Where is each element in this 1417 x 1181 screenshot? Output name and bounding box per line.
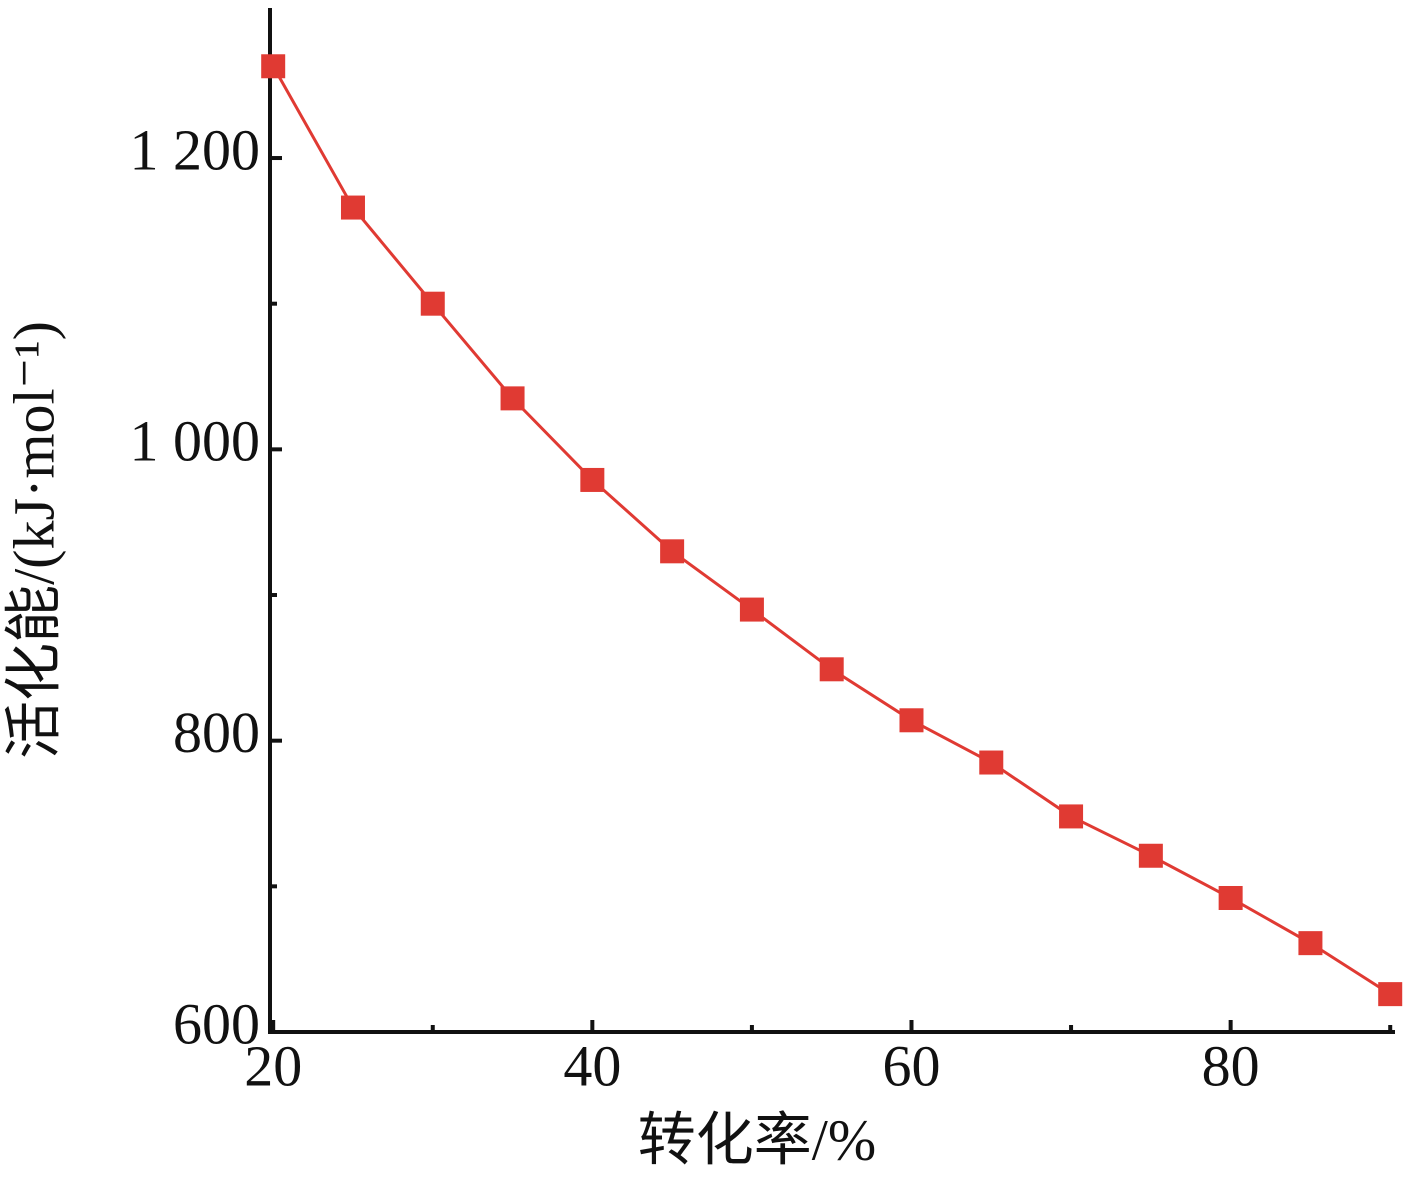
x-axis-label: 转化率/%: [638, 1107, 876, 1172]
y-axis-label: 活化能/(kJ·mol⁻¹): [1, 321, 66, 759]
y-tick-label: 1 200: [130, 117, 261, 182]
marker: [739, 597, 764, 622]
marker: [899, 708, 924, 733]
x-tick-label: 80: [1202, 1033, 1260, 1098]
x-tick-label: 20: [244, 1033, 302, 1098]
marker: [580, 467, 605, 492]
marker: [979, 750, 1004, 775]
marker: [340, 195, 365, 220]
y-tick-label: 600: [173, 991, 260, 1056]
marker: [660, 539, 685, 564]
marker: [261, 54, 286, 79]
marker: [420, 291, 445, 316]
marker: [1218, 885, 1243, 910]
x-tick-label: 60: [882, 1033, 940, 1098]
x-tick-label: 40: [563, 1033, 621, 1098]
marker: [1138, 843, 1163, 868]
marker: [500, 386, 525, 411]
marker: [1378, 982, 1403, 1007]
series-line: [271, 65, 1392, 996]
y-tick-label: 800: [173, 700, 260, 765]
y-tick-label: 1 000: [130, 409, 261, 474]
marker: [1059, 804, 1084, 829]
marker: [1298, 931, 1323, 956]
marker: [819, 657, 844, 682]
